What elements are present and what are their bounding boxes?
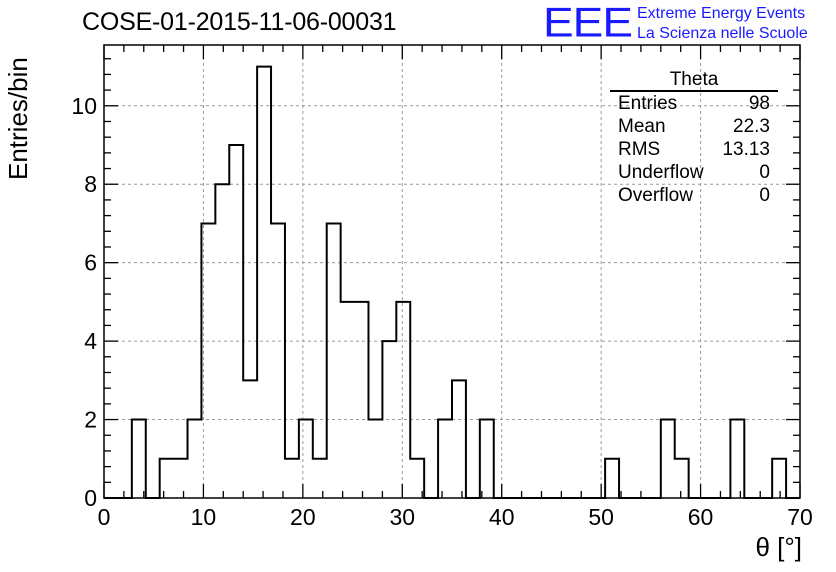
stats-row-rms: RMS 13.13	[610, 138, 778, 161]
stats-label: Mean	[618, 116, 666, 137]
y-tick-label: 8	[84, 171, 97, 197]
stats-row-overflow: Overflow 0	[610, 184, 778, 207]
x-tick-label: 0	[98, 504, 111, 530]
y-tick-label: 0	[84, 485, 97, 511]
stats-row-mean: Mean 22.3	[610, 115, 778, 138]
stats-label: RMS	[618, 139, 661, 160]
stats-label: Underflow	[618, 162, 704, 183]
x-tick-label: 50	[588, 504, 614, 530]
tick-labels: 0 10 20 30 40 50 60 70 0 2 4 6 8 10	[71, 93, 812, 530]
x-tick-label: 30	[389, 504, 415, 530]
x-tick-label: 10	[191, 504, 217, 530]
y-axis-label: Entries/bin	[3, 57, 33, 180]
stats-value: 22.3	[733, 116, 770, 137]
stats-row-entries: Entries 98	[610, 92, 778, 115]
y-tick-label: 6	[84, 250, 97, 276]
stats-value: 0	[759, 185, 770, 206]
axis-ticks	[103, 45, 801, 499]
stats-value: 0	[759, 162, 770, 183]
y-tick-label: 2	[84, 407, 97, 433]
y-tick-label: 10	[71, 93, 97, 119]
stats-value: 98	[748, 93, 770, 114]
stats-title: Theta	[610, 70, 778, 92]
stats-value: 13.13	[722, 139, 770, 160]
stats-box: Theta Entries 98 Mean 22.3 RMS 13.13 Und…	[610, 70, 778, 207]
logo-caption-line1: Extreme Energy Events	[637, 5, 806, 22]
logo-caption-line2: La Scienza nelle Scuole	[637, 25, 808, 42]
x-tick-label: 70	[787, 504, 813, 530]
x-tick-label: 20	[290, 504, 316, 530]
y-tick-label: 4	[84, 328, 97, 354]
histogram-line	[104, 65, 800, 499]
stats-label: Overflow	[618, 185, 693, 206]
eee-logo: EEE	[543, 0, 633, 46]
plot-frame	[103, 44, 801, 499]
stats-row-underflow: Underflow 0	[610, 161, 778, 184]
chart-title: COSE-01-2015-11-06-00031	[82, 8, 397, 36]
x-tick-label: 60	[688, 504, 714, 530]
stats-label: Entries	[618, 93, 678, 114]
x-axis-label: θ [°]	[755, 532, 802, 562]
x-tick-label: 40	[489, 504, 515, 530]
